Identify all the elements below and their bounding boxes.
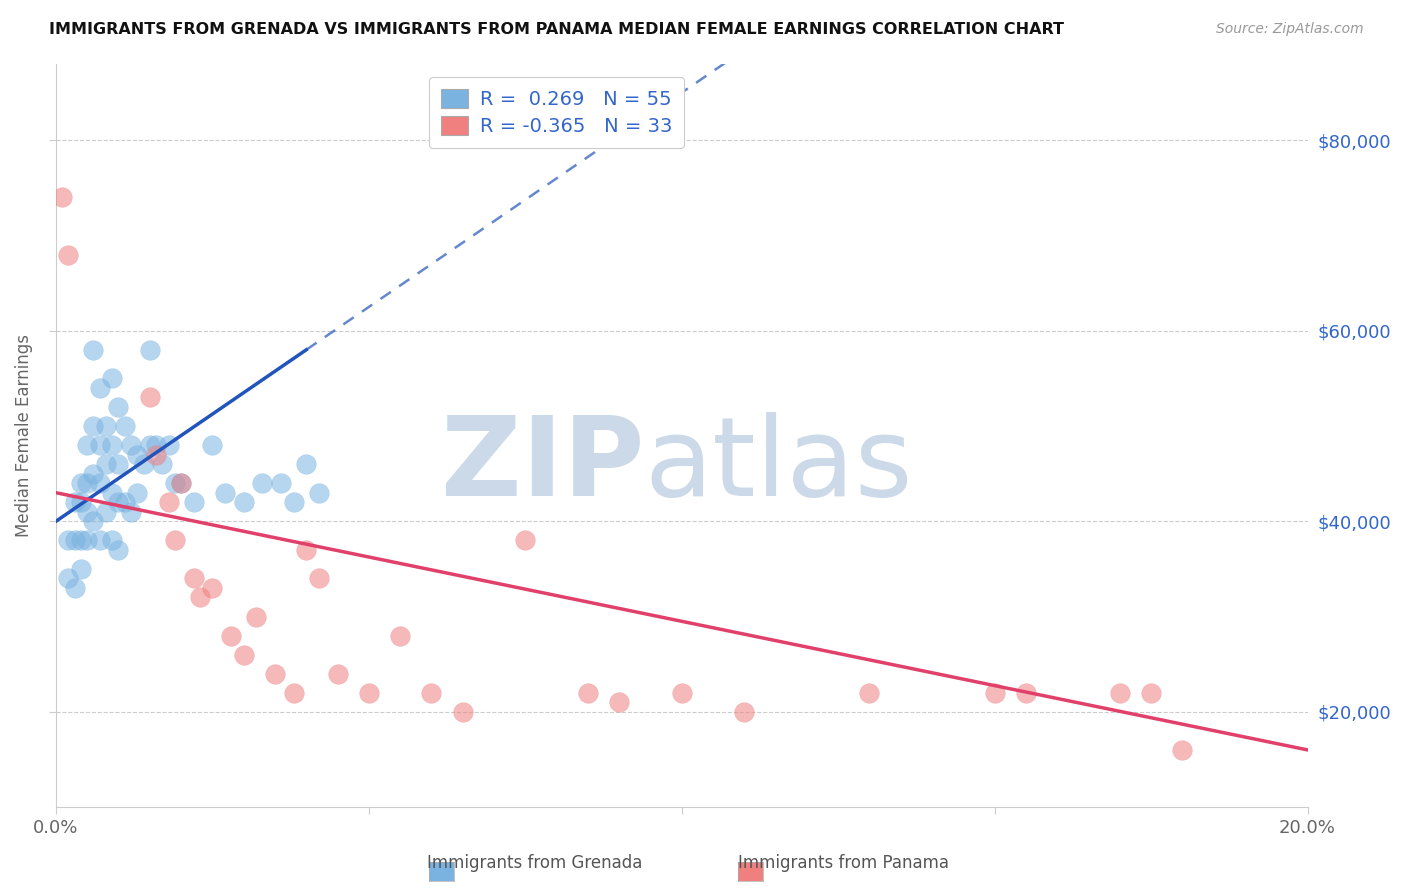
Point (101, 533, 124, 548)
Point (82, 419, 104, 434)
Point (283, 686, 305, 700)
Point (89, 533, 111, 548)
Point (82, 343, 104, 357)
Y-axis label: Median Female Earnings: Median Female Earnings (15, 334, 32, 537)
Point (58, 533, 80, 548)
Point (157, 495, 180, 509)
Point (51, 190, 73, 204)
Point (114, 419, 136, 434)
Point (76, 476, 98, 491)
Point (107, 457, 129, 471)
Point (89, 438, 111, 452)
Text: IMMIGRANTS FROM GRENADA VS IMMIGRANTS FROM PANAMA MEDIAN FEMALE EARNINGS CORRELA: IMMIGRANTS FROM GRENADA VS IMMIGRANTS FR… (49, 22, 1064, 37)
Point (163, 476, 186, 491)
Point (389, 629, 412, 643)
Point (1140, 686, 1163, 700)
Point (120, 505, 142, 519)
Point (1108, 686, 1130, 700)
Text: Immigrants from Grenada: Immigrants from Grenada (426, 855, 643, 872)
Point (145, 448, 167, 462)
Point (63, 533, 86, 548)
Point (70, 476, 93, 491)
Point (114, 495, 136, 509)
Point (101, 371, 124, 385)
Point (101, 438, 124, 452)
Point (515, 533, 537, 548)
Point (264, 666, 287, 681)
Point (107, 495, 129, 509)
Point (150, 457, 173, 471)
Point (183, 571, 205, 585)
Point (163, 533, 186, 548)
Point (308, 485, 330, 500)
Point (183, 495, 205, 509)
Point (76, 533, 98, 548)
Point (70, 562, 93, 576)
Point (127, 485, 149, 500)
Point (120, 438, 142, 452)
Point (270, 476, 292, 491)
Point (295, 457, 318, 471)
Point (214, 485, 236, 500)
Point (219, 629, 242, 643)
Point (245, 609, 267, 624)
Point (232, 648, 254, 662)
Point (94, 505, 117, 519)
Point (232, 495, 254, 509)
Point (94, 419, 117, 434)
Point (89, 476, 111, 491)
Point (983, 686, 1005, 700)
Text: Source: ZipAtlas.com: Source: ZipAtlas.com (1216, 22, 1364, 37)
Text: Immigrants from Panama: Immigrants from Panama (738, 855, 949, 872)
Point (94, 457, 117, 471)
Point (733, 705, 755, 719)
Point (420, 686, 443, 700)
Point (63, 581, 86, 595)
Point (89, 381, 111, 395)
Point (58, 571, 80, 585)
Point (252, 476, 274, 491)
Point (576, 686, 599, 700)
Point (1171, 743, 1194, 757)
Point (101, 485, 124, 500)
Point (201, 581, 224, 595)
Text: ZIP: ZIP (441, 412, 644, 519)
Point (139, 438, 162, 452)
Point (82, 514, 104, 528)
Point (357, 686, 380, 700)
Point (70, 495, 93, 509)
Point (858, 686, 880, 700)
Point (326, 666, 349, 681)
Point (170, 476, 193, 491)
Point (107, 542, 129, 557)
Point (283, 495, 305, 509)
Point (451, 705, 474, 719)
Point (308, 571, 330, 585)
Point (76, 505, 98, 519)
Point (63, 495, 86, 509)
Point (188, 591, 211, 605)
Point (70, 533, 93, 548)
Point (157, 438, 180, 452)
Point (76, 438, 98, 452)
Point (295, 542, 318, 557)
Text: atlas: atlas (644, 412, 912, 519)
Point (201, 438, 224, 452)
Point (58, 247, 80, 261)
Point (132, 457, 155, 471)
Point (139, 391, 162, 405)
Point (607, 695, 630, 709)
Point (107, 400, 129, 414)
Point (82, 467, 104, 481)
Legend: R =  0.269   N = 55, R = -0.365   N = 33: R = 0.269 N = 55, R = -0.365 N = 33 (429, 78, 683, 147)
Point (170, 476, 193, 491)
Point (1015, 686, 1038, 700)
Point (127, 448, 149, 462)
Point (139, 343, 162, 357)
Point (145, 438, 167, 452)
Point (671, 686, 693, 700)
